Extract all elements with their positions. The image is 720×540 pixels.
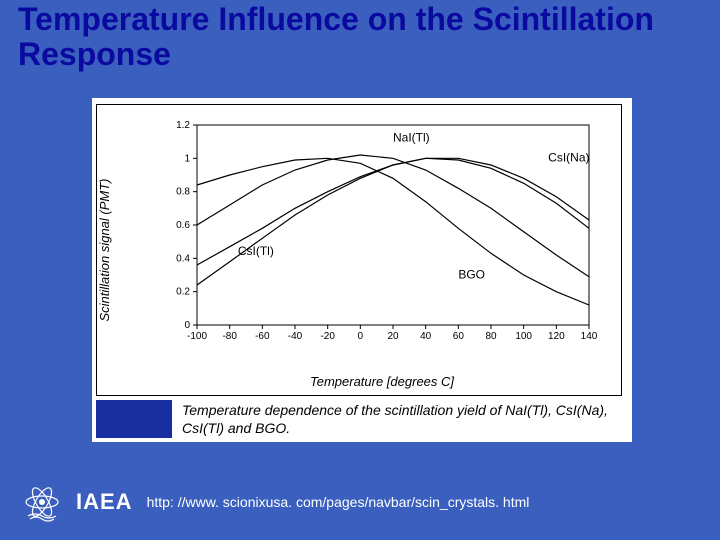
svg-text:0: 0 (184, 320, 190, 331)
svg-text:BGO: BGO (458, 267, 485, 281)
svg-text:-40: -40 (288, 331, 303, 342)
axis-ylabel: Scintillation signal (PMT) (97, 140, 112, 360)
svg-text:0.2: 0.2 (176, 287, 190, 298)
slide: Temperature Influence on the Scintillati… (0, 0, 720, 540)
svg-text:-20: -20 (320, 331, 335, 342)
line-chart: -100 -80 -60 -40 -20 0 20 40 60 80 100 120 140 0 0.2 0.… (167, 119, 597, 353)
svg-text:120: 120 (548, 331, 565, 342)
figure-frame: Scintillation signal (PMT) -100 -80 -60 -40… (96, 104, 622, 396)
slide-title: Temperature Influence on the Scintillati… (18, 2, 698, 72)
figure-caption: Temperature dependence of the scintillat… (182, 402, 622, 437)
svg-text:1: 1 (184, 153, 190, 164)
svg-text:1.2: 1.2 (176, 120, 190, 131)
figure-caption-row: Temperature dependence of the scintillat… (96, 402, 624, 442)
svg-text:40: 40 (420, 331, 432, 342)
svg-text:-100: -100 (187, 331, 207, 342)
svg-text:20: 20 (387, 331, 399, 342)
footer: IAEA http: //www. scionixusa. com/pages/… (22, 482, 529, 522)
figure-number-cover (96, 400, 172, 438)
footer-org: IAEA (76, 489, 133, 515)
svg-text:60: 60 (453, 331, 465, 342)
svg-text:NaI(Tl): NaI(Tl) (393, 131, 430, 145)
svg-text:0.6: 0.6 (176, 220, 190, 231)
svg-text:0.8: 0.8 (176, 187, 190, 198)
svg-text:140: 140 (581, 331, 597, 342)
figure-panel: Scintillation signal (PMT) -100 -80 -60 -40… (92, 98, 632, 442)
iaea-logo-icon (22, 482, 62, 522)
svg-text:CsI(Na): CsI(Na) (548, 151, 589, 165)
svg-text:0: 0 (358, 331, 364, 342)
svg-text:-80: -80 (222, 331, 237, 342)
svg-text:-60: -60 (255, 331, 270, 342)
svg-text:0.4: 0.4 (176, 253, 190, 264)
footer-url: http: //www. scionixusa. com/pages/navba… (147, 494, 530, 510)
svg-text:100: 100 (515, 331, 532, 342)
axis-xlabel: Temperature [degrees C] (167, 374, 597, 389)
svg-text:CsI(Tl): CsI(Tl) (238, 244, 274, 258)
svg-text:80: 80 (485, 331, 497, 342)
